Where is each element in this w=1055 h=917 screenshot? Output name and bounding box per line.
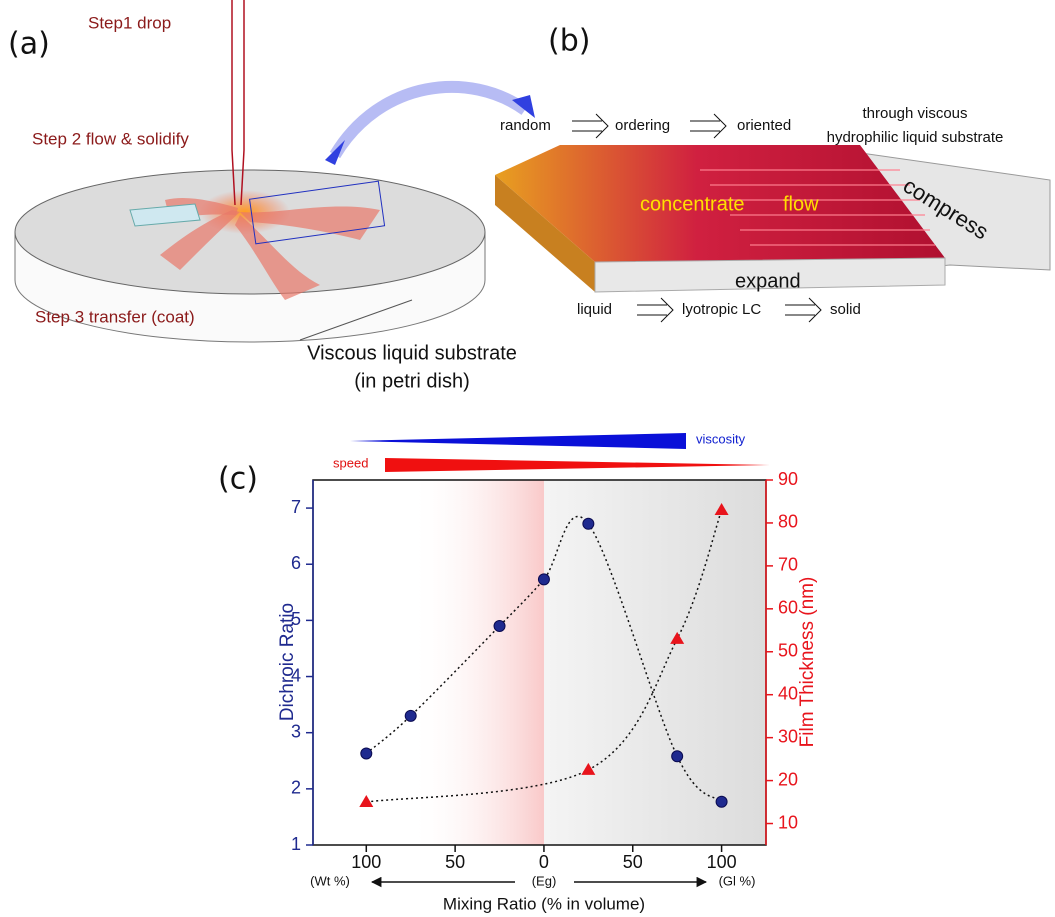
panel-label: (a) bbox=[8, 27, 50, 62]
hollow-arrow bbox=[572, 113, 609, 139]
gradient-label: speed bbox=[333, 455, 368, 470]
data-point bbox=[537, 573, 550, 586]
data-point bbox=[581, 762, 596, 775]
flow-arm bbox=[160, 210, 240, 270]
data-point bbox=[715, 795, 728, 808]
panel-label: (b) bbox=[548, 24, 590, 59]
data-point bbox=[670, 631, 685, 644]
y2-tick-label: 40 bbox=[778, 683, 798, 703]
phase-label: lyotropic LC bbox=[682, 301, 761, 318]
x-annotation: (Gl %) bbox=[719, 873, 756, 888]
order-label: ordering bbox=[615, 117, 670, 134]
viscosity-wedge bbox=[350, 433, 686, 449]
x-tick-label: 50 bbox=[623, 852, 643, 872]
data-point bbox=[359, 795, 374, 808]
slab-side bbox=[495, 175, 595, 292]
hollow-arrow bbox=[637, 297, 674, 323]
caption: Viscous liquid substrate bbox=[307, 342, 517, 364]
note: through viscous bbox=[862, 105, 967, 122]
panel-b: (b) random ordering oriented through vis… bbox=[495, 24, 1051, 323]
flow-label: concentrate bbox=[640, 193, 745, 215]
y2-tick-label: 70 bbox=[778, 555, 798, 575]
y2-tick-label: 90 bbox=[778, 469, 798, 489]
slide bbox=[129, 203, 201, 227]
y2-tick-label: 20 bbox=[778, 769, 798, 789]
speed-wedge bbox=[385, 458, 770, 472]
transfer-arrow bbox=[329, 80, 529, 159]
y2-tick-label: 30 bbox=[778, 726, 798, 746]
x-tick-label: 0 bbox=[539, 852, 549, 872]
y-tick-label: 4 bbox=[291, 665, 301, 685]
panel-label: (c) bbox=[218, 462, 258, 497]
y-tick-label: 6 bbox=[291, 553, 301, 573]
slab-front bbox=[594, 257, 946, 293]
data-point bbox=[714, 503, 729, 516]
flow-arm bbox=[235, 215, 320, 300]
step-label: Step1 drop bbox=[88, 13, 171, 32]
trend-curve bbox=[366, 509, 723, 803]
x-tick-label: 100 bbox=[351, 852, 381, 872]
y2-tick-label: 60 bbox=[778, 598, 798, 618]
y-tick-label: 1 bbox=[291, 834, 301, 854]
slab-top bbox=[495, 145, 945, 262]
data-point bbox=[671, 750, 684, 763]
x-annotation: (Eg) bbox=[532, 873, 557, 888]
trend-curve bbox=[365, 515, 723, 803]
shade bbox=[410, 480, 544, 845]
data-point bbox=[582, 517, 595, 530]
y-tick-label: 3 bbox=[291, 721, 301, 741]
y-tick-label: 5 bbox=[291, 609, 301, 629]
leader-line bbox=[299, 299, 413, 341]
hollow-arrow bbox=[690, 113, 727, 139]
y2-tick-label: 10 bbox=[778, 812, 798, 832]
x-tick-label: 100 bbox=[707, 852, 737, 872]
chain-lines bbox=[700, 169, 935, 246]
step-label: Step 3 transfer (coat) bbox=[35, 307, 195, 326]
order-label: oriented bbox=[737, 117, 791, 134]
expand-label: expand bbox=[735, 270, 801, 292]
y-tick-label: 2 bbox=[291, 778, 301, 798]
y-axis-title: Dichroic Ratio bbox=[277, 603, 298, 721]
y2-tick-label: 50 bbox=[778, 641, 798, 661]
pipette bbox=[231, 0, 245, 206]
y2-axis-title: Film Thickness (nm) bbox=[797, 577, 818, 748]
step-label: Step 2 flow & solidify bbox=[32, 129, 189, 148]
shade bbox=[544, 480, 766, 845]
gradient-label: viscosity bbox=[696, 431, 746, 446]
panel-a: (a) Step1 drop Step 2 flow & solidify St… bbox=[8, 0, 535, 392]
caption: (in petri dish) bbox=[354, 370, 470, 392]
panel-c: (c) viscosity speed Dichroic Ratio Film … bbox=[218, 431, 818, 913]
phase-label: solid bbox=[830, 301, 861, 318]
note: hydrophilic liquid substrate bbox=[827, 129, 1004, 146]
y-tick-label: 7 bbox=[291, 497, 301, 517]
region-box bbox=[249, 180, 386, 245]
x-annotation: (Wt %) bbox=[310, 873, 350, 888]
y2-tick-label: 80 bbox=[778, 512, 798, 532]
x-axis-title: Mixing Ratio (% in volume) bbox=[443, 894, 645, 913]
data-point bbox=[404, 709, 417, 722]
x-tick-label: 50 bbox=[445, 852, 465, 872]
phase-label: liquid bbox=[577, 301, 612, 318]
order-label: random bbox=[500, 117, 551, 134]
hollow-arrow bbox=[785, 297, 822, 323]
flow-label: flow bbox=[783, 193, 819, 215]
data-point bbox=[493, 620, 506, 632]
data-point bbox=[360, 747, 373, 760]
